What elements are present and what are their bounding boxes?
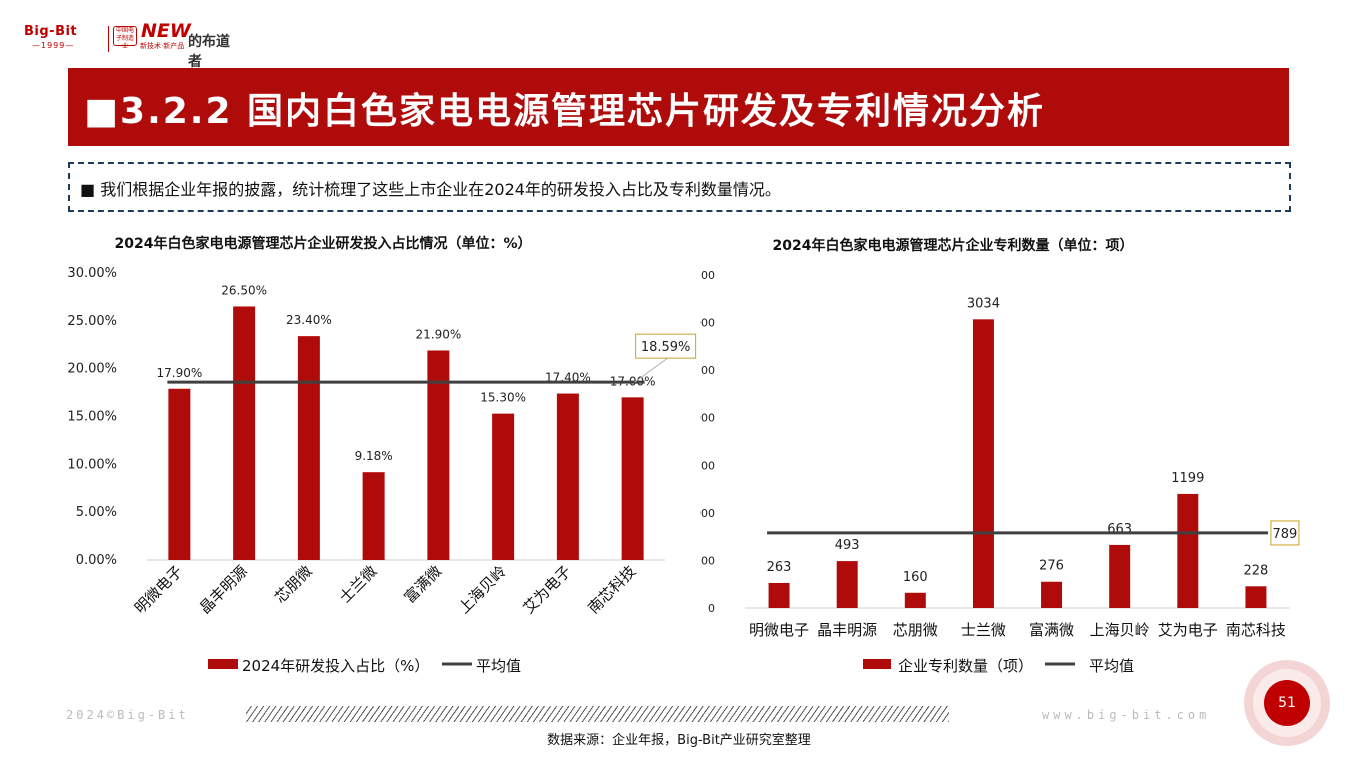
- data-label: 23.40%: [286, 313, 332, 327]
- data-label: 160: [903, 570, 928, 585]
- y-tick-label: 15.00%: [67, 410, 117, 425]
- logo-year: —1999—: [32, 41, 75, 50]
- logo-new-sub: 新技术·新产品: [140, 42, 185, 50]
- category-label: 上海贝岭: [455, 562, 510, 617]
- y-tick-label: 3000: [700, 317, 715, 330]
- average-callout-label: 18.59%: [641, 340, 691, 355]
- category-label: 南芯科技: [1226, 621, 1286, 639]
- category-label: 艾为电子: [1158, 621, 1218, 639]
- category-label: 明微电子: [749, 621, 809, 639]
- average-callout-box: [635, 333, 697, 359]
- y-tick-label: 500: [700, 554, 715, 567]
- bar: [768, 582, 790, 608]
- footer-hatch: [246, 706, 949, 722]
- category-label: 士兰微: [961, 621, 1006, 639]
- data-label: 9.18%: [355, 449, 393, 463]
- bar: [972, 319, 994, 608]
- chart-title: 2024年白色家电电源管理芯片企业研发投入占比情况（单位：%）: [115, 235, 532, 252]
- data-label: 263: [767, 560, 792, 575]
- bar: [297, 336, 320, 560]
- category-label: 富满微: [401, 562, 446, 607]
- data-label: 21.90%: [415, 327, 461, 341]
- legend-bar-label: 2024年研发投入占比（%）: [242, 657, 429, 675]
- logo-brand: Big-Bit: [24, 24, 78, 39]
- category-label: 晶丰明源: [817, 621, 877, 639]
- data-label: 493: [835, 538, 860, 553]
- bar: [1245, 586, 1267, 608]
- y-tick-label: 1500: [700, 459, 715, 472]
- legend-bar-swatch: [208, 659, 238, 669]
- y-tick-label: 2500: [700, 364, 715, 377]
- page-number: 51: [1264, 680, 1310, 726]
- category-label: 芯朋微: [893, 621, 938, 639]
- bar: [427, 350, 450, 560]
- brand-logo: Big-Bit —1999— 中国电子制造业 NEW 新技术·新产品 的布道者: [24, 20, 234, 70]
- patent-count-chart: 2024年白色家电电源管理芯片企业专利数量（单位：项） 0 500 1000 1500 2…: [700, 237, 1300, 675]
- data-label: 1199: [1171, 471, 1204, 486]
- data-label: 276: [1039, 559, 1064, 574]
- legend-bar-swatch: [863, 659, 891, 669]
- logo-new: NEW: [141, 20, 191, 42]
- logo-slogan: 的布道者: [188, 34, 230, 70]
- footer-copyright: 2024©Big-Bit: [66, 708, 189, 722]
- y-tick-label: 5.00%: [76, 505, 117, 520]
- y-tick-label: 0: [708, 602, 715, 615]
- title-bar: ■3.2.2 国内白色家电电源管理芯片研发及专利情况分析: [68, 68, 1289, 146]
- logo-badge: 中国电子制造业: [113, 26, 137, 50]
- average-callout-line: [634, 357, 668, 383]
- bar: [556, 393, 579, 560]
- average-callout-box: [1270, 520, 1300, 546]
- y-tick-label: 1000: [700, 507, 715, 520]
- category-label: 晶丰明源: [196, 562, 251, 617]
- note-box: ■ 我们根据企业年报的披露，统计梳理了这些上市企业在2024年的研发投入占比及专…: [68, 162, 1291, 212]
- y-tick-label: 30.00%: [67, 266, 117, 281]
- bar: [904, 592, 926, 608]
- category-label: 艾为电子: [520, 562, 575, 617]
- average-callout-label: 789: [1273, 527, 1298, 542]
- category-label: 上海贝岭: [1090, 621, 1150, 639]
- legend-bar-label: 企业专利数量（项）: [898, 657, 1033, 675]
- y-tick-label: 0.00%: [76, 553, 117, 568]
- data-label: 17.90%: [156, 366, 202, 380]
- bar: [362, 472, 385, 560]
- rd-ratio-chart: 2024年白色家电电源管理芯片企业研发投入占比情况（单位：%） 0.00% 5.00…: [67, 235, 697, 675]
- bar: [168, 388, 191, 560]
- category-label: 富满微: [1029, 621, 1074, 639]
- chart-title: 2024年白色家电电源管理芯片企业专利数量（单位：项）: [773, 237, 1134, 254]
- data-label: 3034: [967, 296, 1000, 311]
- y-tick-label: 25.00%: [67, 314, 117, 329]
- bar: [1041, 581, 1063, 608]
- category-label: 明微电子: [131, 562, 186, 617]
- page-title: ■3.2.2 国内白色家电电源管理芯片研发及专利情况分析: [84, 91, 1046, 132]
- data-source: 数据来源：企业年报，Big-Bit产业研究室整理: [547, 733, 811, 748]
- data-label: 26.50%: [221, 283, 267, 297]
- y-tick-label: 20.00%: [67, 362, 117, 377]
- bar: [1109, 544, 1131, 608]
- category-label: 芯朋微: [271, 562, 316, 607]
- category-label: 南芯科技: [584, 562, 639, 617]
- bar: [836, 561, 858, 608]
- bar: [621, 397, 644, 560]
- category-label: 士兰微: [336, 562, 381, 607]
- note-text: ■ 我们根据企业年报的披露，统计梳理了这些上市企业在2024年的研发投入占比及专…: [80, 180, 781, 199]
- bar: [1177, 493, 1199, 608]
- y-tick-label: 10.00%: [67, 457, 117, 472]
- y-tick-label: 2000: [700, 412, 715, 425]
- legend-average-label: 平均值: [476, 657, 521, 675]
- y-tick-label: 3500: [700, 269, 715, 282]
- data-label: 228: [1244, 563, 1269, 578]
- logo-divider: [108, 26, 109, 52]
- data-label: 15.30%: [480, 391, 526, 405]
- footer-website: www.big-bit.com: [1042, 708, 1211, 722]
- bar: [492, 413, 515, 560]
- data-label: 663: [1107, 522, 1132, 537]
- legend-average-label: 平均值: [1089, 657, 1134, 675]
- bar: [233, 306, 256, 560]
- page-number-badge: 51: [1244, 660, 1330, 746]
